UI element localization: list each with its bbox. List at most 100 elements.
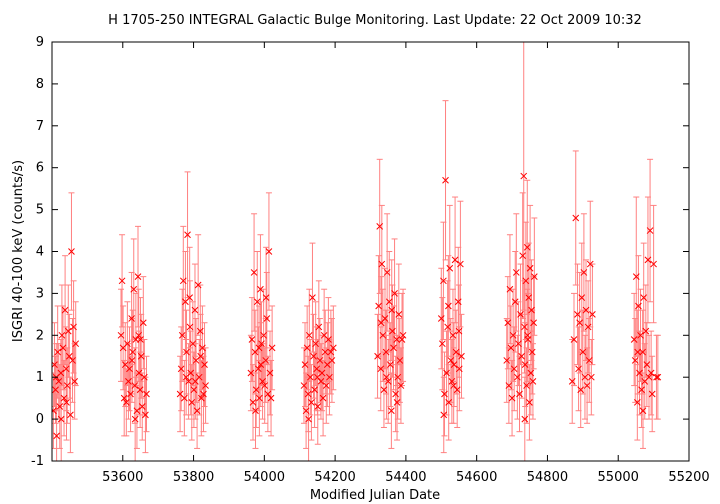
data-point bbox=[126, 365, 133, 373]
data-point bbox=[521, 415, 529, 423]
data-point bbox=[129, 348, 137, 356]
data-point bbox=[201, 361, 208, 368]
data-point bbox=[519, 252, 527, 260]
data-point bbox=[322, 382, 330, 389]
data-point bbox=[258, 340, 265, 348]
data-point bbox=[63, 398, 70, 406]
data-point bbox=[253, 298, 261, 306]
data-point bbox=[189, 340, 197, 348]
data-point bbox=[520, 172, 528, 180]
data-point bbox=[443, 369, 450, 377]
data-point bbox=[128, 315, 135, 322]
data-point bbox=[586, 260, 594, 268]
data-point bbox=[52, 386, 59, 394]
y-tick-label: 1 bbox=[36, 370, 44, 385]
y-tick-label: -1 bbox=[31, 454, 44, 469]
data-point bbox=[135, 331, 143, 339]
y-tick-label: 0 bbox=[36, 412, 44, 427]
data-point bbox=[441, 390, 448, 398]
data-point bbox=[193, 407, 201, 415]
data-point bbox=[329, 344, 337, 352]
data-point bbox=[572, 214, 580, 222]
data-point bbox=[644, 256, 652, 264]
data-point bbox=[437, 315, 445, 322]
data-point bbox=[134, 273, 142, 280]
data-point bbox=[247, 369, 255, 377]
data-point bbox=[631, 357, 639, 364]
data-point bbox=[574, 310, 581, 318]
data-point bbox=[376, 223, 384, 230]
y-tick-label: 7 bbox=[36, 119, 44, 134]
data-point bbox=[653, 373, 660, 381]
data-point bbox=[438, 340, 446, 348]
data-point bbox=[177, 365, 185, 373]
data-point bbox=[524, 331, 531, 339]
data-point bbox=[654, 373, 662, 381]
data-point bbox=[308, 398, 315, 406]
data-point bbox=[264, 390, 272, 398]
chart-title: H 1705-250 INTEGRAL Galactic Bulge Monit… bbox=[108, 13, 642, 28]
data-point bbox=[257, 361, 265, 368]
data-point bbox=[312, 340, 320, 348]
data-point bbox=[526, 264, 534, 272]
data-point bbox=[511, 298, 519, 306]
data-point bbox=[510, 365, 518, 373]
x-tick-label: 54600 bbox=[456, 470, 497, 485]
data-point bbox=[506, 285, 514, 293]
data-point bbox=[117, 331, 125, 339]
data-point bbox=[311, 386, 318, 394]
data-point bbox=[137, 336, 144, 343]
data-point bbox=[304, 390, 312, 398]
data-point bbox=[61, 306, 69, 314]
data-point bbox=[509, 331, 517, 339]
data-point bbox=[454, 298, 462, 306]
data-point bbox=[56, 403, 64, 410]
data-point bbox=[512, 269, 520, 276]
data-point bbox=[52, 407, 57, 415]
y-tick-label: 9 bbox=[36, 35, 44, 50]
data-point bbox=[250, 269, 258, 276]
data-point bbox=[585, 357, 593, 364]
data-point bbox=[256, 394, 263, 402]
data-point bbox=[382, 348, 390, 356]
data-point bbox=[521, 361, 529, 368]
data-point bbox=[124, 340, 131, 348]
data-point bbox=[262, 357, 270, 364]
data-point bbox=[305, 331, 313, 339]
data-point bbox=[377, 319, 385, 327]
data-point bbox=[523, 243, 531, 251]
data-point bbox=[380, 386, 388, 394]
data-point bbox=[579, 348, 587, 356]
data-point bbox=[529, 378, 537, 385]
data-point bbox=[69, 357, 76, 364]
data-point bbox=[67, 411, 74, 419]
x-tick-label: 55000 bbox=[598, 470, 639, 485]
data-point bbox=[260, 331, 267, 339]
data-point bbox=[455, 365, 463, 373]
x-tick-label: 54200 bbox=[314, 470, 355, 485]
data-point bbox=[133, 407, 141, 415]
y-axis-label: ISGRI 40-100 keV (counts/s) bbox=[11, 160, 26, 342]
data-point bbox=[327, 348, 335, 356]
data-point bbox=[301, 361, 309, 368]
data-point bbox=[64, 327, 72, 335]
data-point bbox=[302, 407, 310, 415]
data-point bbox=[521, 323, 528, 331]
data-point bbox=[128, 357, 136, 364]
data-point bbox=[451, 256, 459, 264]
data-point bbox=[181, 394, 188, 402]
data-point bbox=[379, 331, 387, 339]
data-point bbox=[249, 398, 257, 406]
data-point bbox=[528, 306, 535, 314]
x-tick-label: 54800 bbox=[527, 470, 568, 485]
data-point bbox=[518, 352, 525, 360]
data-point bbox=[178, 331, 186, 339]
data-point bbox=[309, 294, 316, 301]
data-point bbox=[577, 386, 585, 394]
data-point bbox=[252, 407, 259, 415]
data-point bbox=[589, 310, 596, 318]
y-axis: -1 0 1 2 3 4 5 6 7 8 9 bbox=[31, 35, 689, 469]
data-point bbox=[639, 348, 646, 356]
data-point bbox=[137, 352, 145, 360]
data-point bbox=[125, 378, 132, 385]
